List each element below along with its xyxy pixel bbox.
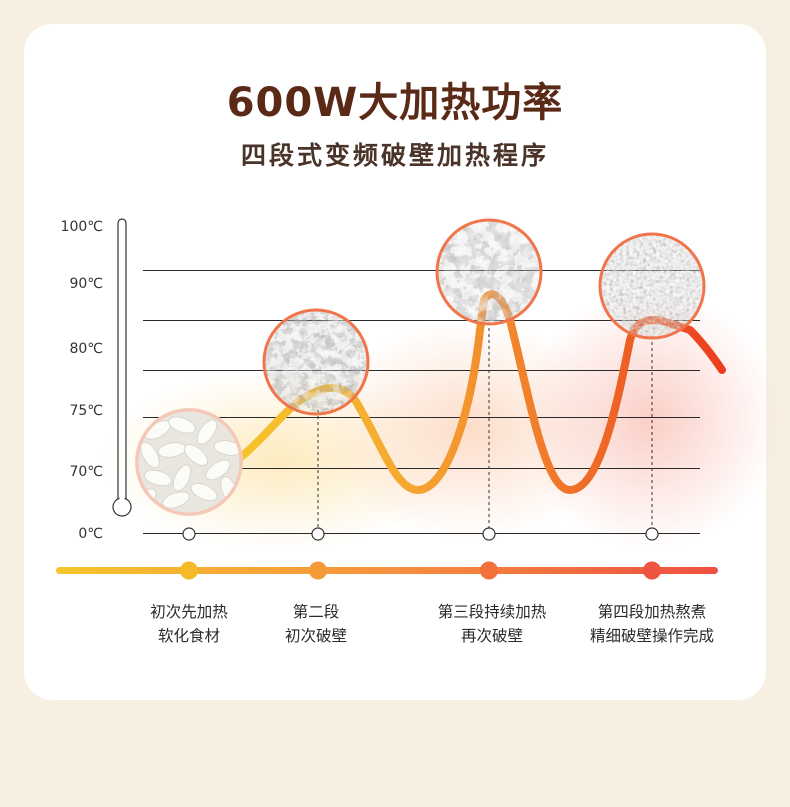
stage-label-line1: 第三段持续加热: [437, 603, 547, 621]
rice-grains-image: [135, 408, 243, 516]
axis-marker: [311, 527, 325, 541]
stage-label-line1: 初次先加热: [150, 603, 228, 621]
page-title: 600W大加热功率: [226, 80, 564, 126]
y-tick-label: 100℃: [61, 219, 103, 235]
y-tick-label: 80℃: [69, 341, 103, 357]
stage-label-line1: 第四段加热熬煮: [597, 603, 707, 621]
stage-label-2: 第二段 初次破壁: [231, 600, 401, 648]
coarse-particles-image: [262, 308, 370, 416]
stage-dot-3: [480, 561, 498, 580]
stage-label-line2: 软化食材: [157, 627, 220, 645]
stage-label-4: 第四段加热熬煮 精细破壁操作完成: [567, 600, 737, 648]
thermometer-icon: [112, 218, 132, 517]
drop-lines: [317, 322, 653, 528]
stage-label-3: 第三段持续加热 再次破壁: [407, 600, 577, 648]
stage-label-line2: 初次破壁: [284, 627, 347, 645]
stage-label-line2: 再次破壁: [460, 627, 523, 645]
stage-label-line2: 精细破壁操作完成: [589, 627, 714, 645]
page-subtitle: 四段式变频破壁加热程序: [240, 141, 549, 170]
very-fine-particles-image: [598, 232, 706, 340]
axis-marker: [182, 527, 196, 541]
y-tick-label: 0℃: [78, 526, 103, 542]
y-tick-label: 70℃: [69, 464, 103, 480]
axis-marker: [482, 527, 496, 541]
y-tick-label: 90℃: [69, 276, 103, 292]
stage-dot-2: [309, 561, 327, 580]
axis-marker: [645, 527, 659, 541]
axis-markers: [182, 527, 659, 541]
stage-label-line1: 第二段: [292, 603, 340, 621]
y-tick-label: 75℃: [69, 403, 103, 419]
stage-dot-1: [180, 561, 198, 580]
stage-label-1: 初次先加热 软化食材: [104, 600, 274, 648]
fine-particles-image: [435, 218, 543, 326]
stage-progress-bar: [56, 567, 718, 574]
stage-dot-4: [643, 561, 661, 580]
